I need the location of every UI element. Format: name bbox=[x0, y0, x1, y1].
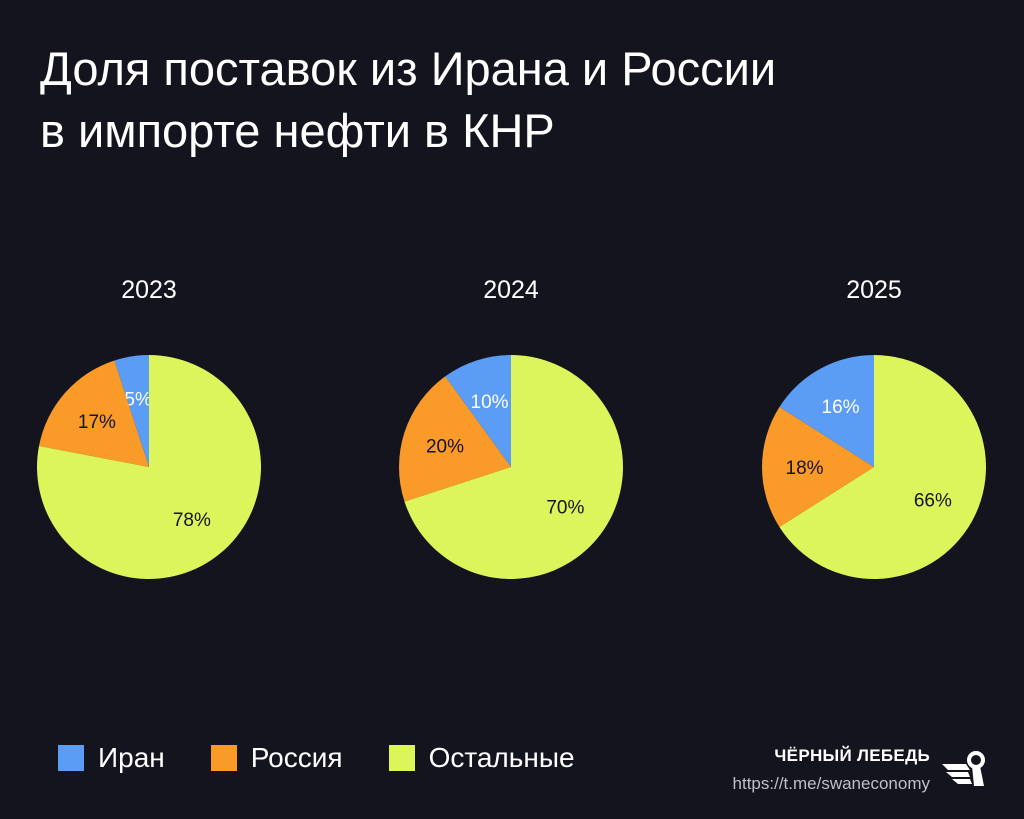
legend: Иран Россия Остальные bbox=[58, 742, 621, 774]
pie-2024-slice-others bbox=[404, 355, 623, 580]
pie-title-2025: 2025 bbox=[846, 276, 902, 304]
legend-swatch-others bbox=[388, 745, 415, 771]
pie-2023-label-others: 78% bbox=[173, 510, 211, 531]
pie-2024-slice-russia bbox=[398, 376, 511, 502]
legend-label-iran: Иран bbox=[98, 742, 165, 773]
swan-logo-icon bbox=[942, 751, 985, 786]
pie-2025-label-russia: 18% bbox=[786, 458, 824, 479]
title-line-1: Доля поставок из Ирана и России bbox=[40, 42, 777, 95]
title-line-2: в импорте нефти в КНР bbox=[40, 104, 555, 157]
legend-label-russia: Россия bbox=[250, 742, 343, 773]
pie-2024-label-russia: 20% bbox=[426, 437, 464, 458]
brand-url[interactable]: https://t.me/swaneconomy bbox=[732, 774, 930, 793]
pie-2025-slice-russia bbox=[762, 406, 874, 528]
pie-2023-label-russia: 17% bbox=[78, 412, 116, 433]
pie-2025-slice-others bbox=[779, 355, 987, 579]
brand-name: ЧЁРНЫЙ ЛЕБЕДЬ bbox=[774, 746, 930, 765]
pie-2025-slice-iran bbox=[779, 355, 874, 467]
pie-2023-slice-russia bbox=[38, 360, 150, 467]
pie-2023-slice-iran bbox=[114, 355, 149, 467]
pie-2025-label-iran: 16% bbox=[822, 397, 860, 418]
legend-item-iran: Иран bbox=[58, 742, 165, 774]
pie-2024-slice-iran bbox=[445, 355, 511, 467]
legend-item-russia: Россия bbox=[210, 742, 343, 774]
chart-title: Доля поставок из Ирана и России в импорт… bbox=[40, 38, 776, 162]
pie-2024-label-iran: 10% bbox=[471, 392, 509, 413]
pie-title-2024: 2024 bbox=[483, 276, 539, 304]
pie-2024-label-others: 70% bbox=[546, 497, 584, 518]
legend-item-others: Остальные bbox=[388, 742, 575, 774]
legend-swatch-russia bbox=[210, 745, 237, 771]
pie-2023-label-iran: 5% bbox=[124, 389, 152, 410]
brand: ЧЁРНЫЙ ЛЕБЕДЬ https://t.me/swaneconomy bbox=[733, 746, 930, 794]
pie-title-2023: 2023 bbox=[121, 276, 177, 304]
pie-2025-label-others: 66% bbox=[914, 490, 952, 511]
legend-swatch-iran bbox=[58, 745, 84, 771]
legend-label-others: Остальные bbox=[428, 742, 575, 773]
pie-2023-slice-others bbox=[37, 355, 262, 579]
